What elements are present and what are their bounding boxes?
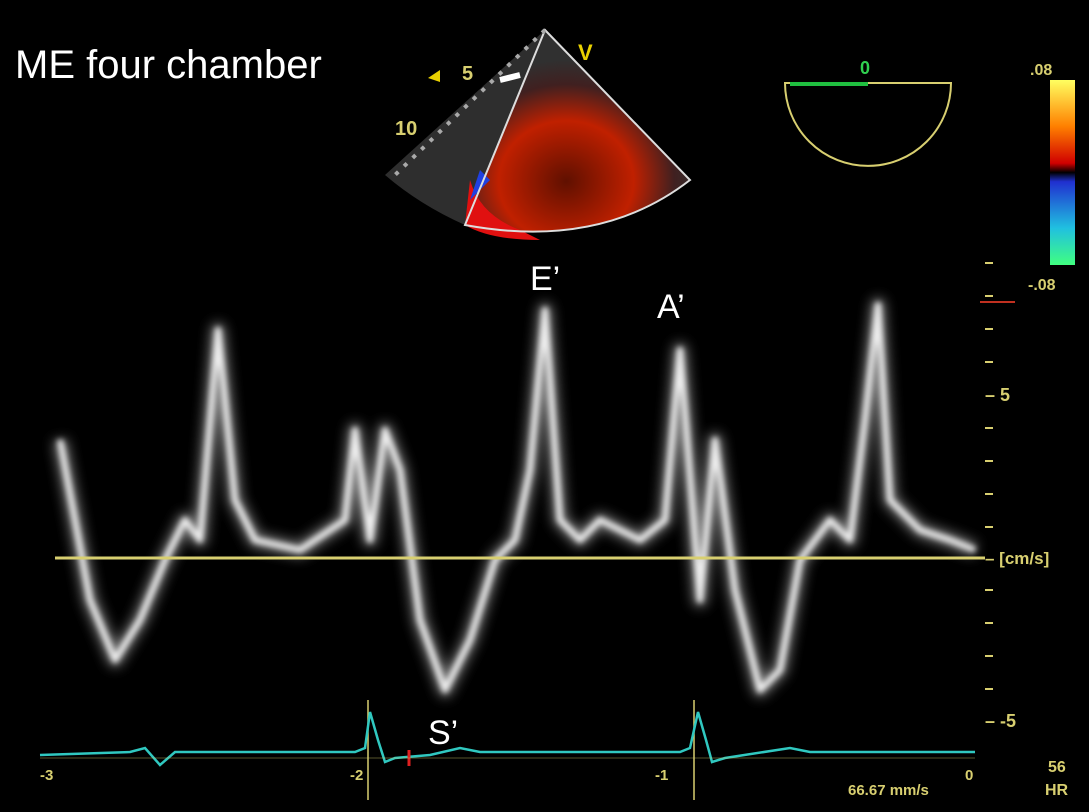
depth-label: 5 (462, 63, 473, 85)
sweep-speed: 66.67 mm/s (848, 782, 929, 799)
time-tick: 0 (965, 767, 973, 784)
angle-label: 0 (860, 58, 870, 78)
velocity-label: – -5 (985, 711, 1016, 731)
time-tick: -2 (350, 767, 363, 784)
velocity-label: – 5 (985, 385, 1010, 405)
view-title: ME four chamber (15, 43, 322, 87)
annotation: E’ (530, 260, 560, 298)
velocity-unit: – [cm/s] (985, 549, 1049, 568)
probe-marker: V (578, 40, 593, 65)
doppler-trace (53, 298, 978, 697)
sector-image (385, 28, 692, 240)
annotation: A’ (657, 288, 685, 326)
heart-rate: 56 (1048, 759, 1066, 776)
depth-label: 10 (395, 118, 417, 140)
time-tick: -1 (655, 767, 668, 784)
depth-marker (428, 70, 440, 82)
velocity-ticks (980, 262, 1015, 690)
color-scale-bottom: -.08 (1028, 277, 1056, 294)
ecg (39, 700, 975, 800)
time-tick: -3 (40, 767, 53, 784)
color-bar (1050, 80, 1075, 265)
angle-indicator (783, 82, 953, 167)
color-scale-top: .08 (1030, 62, 1052, 79)
annotation: S’ (428, 714, 458, 752)
heart-rate-label: HR (1045, 782, 1069, 799)
